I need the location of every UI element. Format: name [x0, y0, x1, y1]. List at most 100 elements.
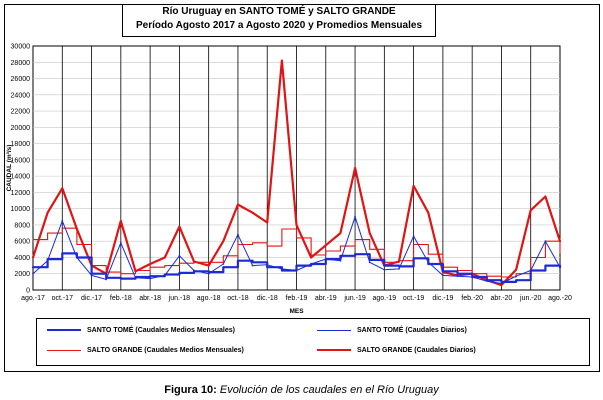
- y-tick-label: 26000: [11, 76, 31, 83]
- data-point-salto-grande-daily: [119, 219, 122, 222]
- data-point-santo-tome-daily: [266, 263, 269, 266]
- data-point-salto-grande-daily: [398, 260, 400, 263]
- data-point-santo-tome-daily: [310, 263, 313, 265]
- legend-label-santo-tome-daily: SANTO TOMÉ (Caudales Diarios): [357, 327, 467, 334]
- y-tick-label: 8000: [14, 222, 30, 229]
- data-point-santo-tome-daily: [237, 233, 239, 236]
- river-flow-chart: 0 2000 4000 6000 8000 10000 12000 14000 16000 180…: [6, 44, 572, 316]
- data-point-salto-grande-daily: [251, 211, 254, 214]
- data-point-santo-tome-daily: [61, 219, 64, 222]
- x-tick-label: abr.-19: [315, 295, 337, 302]
- data-point-salto-grande-daily: [427, 211, 430, 214]
- data-point-salto-grande-daily: [412, 184, 415, 187]
- y-tick-label: 16000: [11, 157, 31, 164]
- data-point-santo-tome-daily: [251, 264, 254, 267]
- data-point-salto-grande-daily: [500, 284, 503, 287]
- data-point-salto-grande-daily: [76, 228, 78, 230]
- y-tick-label: 18000: [11, 141, 31, 148]
- data-point-salto-grande-daily: [222, 240, 225, 243]
- x-tick-label: feb.-18: [110, 295, 132, 302]
- data-point-salto-grande-daily: [61, 187, 64, 190]
- x-tick-label: jun.-19: [343, 295, 366, 302]
- x-tick-label: jun.-20: [519, 295, 542, 302]
- data-point-santo-tome-daily: [193, 269, 195, 272]
- x-tick-label: abr.-20: [491, 295, 513, 302]
- data-point-santo-tome-daily: [339, 259, 342, 262]
- data-point-santo-tome-daily: [76, 256, 78, 259]
- data-point-santo-tome-daily: [32, 272, 34, 275]
- x-tick-label: ago.-20: [548, 295, 572, 302]
- data-point-salto-grande-daily: [559, 240, 561, 243]
- data-point-salto-grande-daily: [46, 211, 49, 214]
- caption-prefix: Figura 10:: [164, 384, 217, 396]
- data-point-salto-grande-daily: [193, 260, 195, 263]
- data-point-santo-tome-daily: [441, 274, 444, 277]
- data-point-santo-tome-daily: [500, 282, 503, 285]
- legend-item-santo-tome-daily: SANTO TOMÉ (Caudales Diarios): [317, 327, 467, 334]
- y-tick-label: 10000: [11, 206, 31, 213]
- data-point-santo-tome-daily: [383, 268, 386, 271]
- legend-swatch-santo-tome-monthly: [47, 329, 81, 332]
- data-point-salto-grande-daily: [163, 256, 166, 259]
- x-tick-label: dic.-18: [257, 295, 278, 302]
- data-point-santo-tome-daily: [485, 280, 488, 282]
- data-point-salto-grande-daily: [339, 232, 342, 234]
- data-point-santo-tome-daily: [559, 266, 561, 269]
- data-point-santo-tome-daily: [515, 275, 517, 278]
- data-point-salto-grande-daily: [515, 268, 517, 271]
- y-tick-label: 28000: [11, 60, 31, 67]
- y-tick-label: 12000: [11, 190, 31, 197]
- data-point-santo-tome-daily: [134, 276, 137, 279]
- legend-swatch-santo-tome-daily: [317, 329, 351, 331]
- data-point-santo-tome-daily: [149, 277, 152, 280]
- x-tick-label: feb.-19: [286, 295, 308, 302]
- data-point-salto-grande-daily: [368, 232, 371, 234]
- legend-swatch-salto-grande-daily: [317, 349, 351, 352]
- data-point-santo-tome-daily: [163, 274, 166, 277]
- data-point-santo-tome-daily: [178, 254, 181, 257]
- data-point-salto-grande-daily: [310, 256, 313, 259]
- data-point-santo-tome-daily: [456, 275, 459, 278]
- data-point-santo-tome-daily: [398, 267, 400, 270]
- data-point-salto-grande-daily: [295, 224, 298, 226]
- x-tick-label: feb.-20: [461, 295, 483, 302]
- data-point-santo-tome-daily: [46, 259, 49, 262]
- y-tick-label: 30000: [11, 44, 31, 51]
- data-point-salto-grande-daily: [529, 209, 532, 212]
- legend-label-santo-tome-monthly: SANTO TOMÉ (Caudales Medios Mensuales): [87, 327, 235, 334]
- y-tick-label: 24000: [11, 92, 31, 99]
- y-tick-label: 6000: [14, 239, 30, 246]
- data-point-santo-tome-daily: [529, 269, 532, 272]
- chart-title-line2: Período Agosto 2017 a Agosto 2020 y Prom…: [135, 20, 422, 31]
- legend-swatch-salto-grande-monthly: [47, 349, 81, 351]
- x-tick-label: ago.-18: [197, 295, 221, 302]
- caption-text: Evolución de los caudales en el Río Urug…: [216, 384, 439, 396]
- x-tick-label: dic.-17: [81, 295, 102, 302]
- x-tick-label: abr.-18: [139, 295, 161, 302]
- legend: SANTO TOMÉ (Caudales Medios Mensuales) S…: [36, 318, 590, 366]
- data-point-santo-tome-daily: [105, 278, 108, 281]
- data-point-salto-grande-daily: [32, 256, 34, 259]
- x-tick-label: dic.-19: [432, 295, 453, 302]
- data-point-santo-tome-daily: [354, 215, 356, 218]
- y-tick-label: 2000: [14, 271, 30, 278]
- data-point-santo-tome-daily: [207, 272, 210, 275]
- data-point-salto-grande-daily: [207, 264, 210, 267]
- legend-item-salto-grande-daily: SALTO GRANDE (Caudales Diarios): [317, 347, 476, 354]
- data-point-santo-tome-daily: [119, 241, 122, 244]
- x-axis-title: MES: [289, 308, 304, 315]
- data-point-salto-grande-daily: [134, 270, 137, 273]
- data-point-santo-tome-daily: [295, 269, 298, 272]
- legend-item-santo-tome-monthly: SANTO TOMÉ (Caudales Medios Mensuales): [47, 327, 235, 334]
- y-tick-label: 0: [26, 288, 30, 295]
- chart-title-box: Río Uruguay en SANTO TOMÉ y SALTO GRANDE…: [122, 4, 436, 37]
- legend-label-salto-grande-monthly: SALTO GRANDE (Caudales Medios Mensuales): [87, 347, 244, 354]
- data-point-salto-grande-daily: [354, 167, 356, 169]
- x-tick-label: ago.-17: [21, 295, 45, 302]
- data-point-santo-tome-daily: [544, 240, 547, 243]
- data-point-santo-tome-daily: [412, 235, 415, 238]
- y-tick-label: 14000: [11, 174, 31, 181]
- legend-label-salto-grande-daily: SALTO GRANDE (Caudales Diarios): [357, 347, 476, 354]
- x-tick-label: oct.-17: [52, 295, 74, 302]
- data-point-santo-tome-daily: [222, 263, 225, 265]
